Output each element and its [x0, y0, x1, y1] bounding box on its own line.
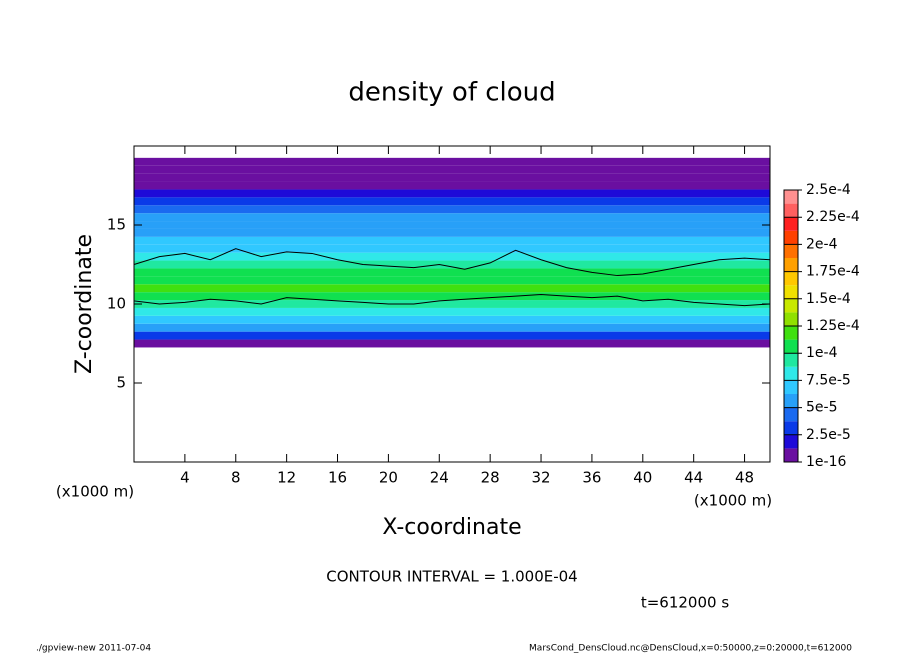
x-tick-label: 20 [379, 469, 398, 487]
colorbar-cell [784, 203, 798, 218]
x-tick-label: 8 [231, 469, 241, 487]
colorbar-cell [784, 366, 798, 381]
colorbar-cell [784, 353, 798, 367]
x-tick-label: 32 [531, 469, 550, 487]
density-cell [134, 244, 770, 253]
x-unit: (x1000 m) [56, 483, 134, 501]
y-tick-label: 5 [116, 374, 126, 392]
colorbar-cell [784, 244, 798, 258]
colorbar-cell [784, 258, 798, 272]
colorbar-label: 2.25e-4 [806, 209, 860, 225]
colorbar-cell [784, 326, 798, 340]
density-cell [134, 252, 770, 261]
colorbar-cell [784, 298, 798, 313]
colorbar-label: 1e-4 [806, 345, 838, 361]
x-tick-label: 24 [430, 469, 449, 487]
x-tick-label: 16 [328, 469, 347, 487]
colorbar-cell [784, 434, 798, 449]
density-cell [134, 323, 770, 332]
colorbar-label: 2e-4 [806, 236, 838, 252]
density-cell [134, 165, 770, 174]
colorbar-cell [784, 394, 798, 408]
colorbar-label: 7.5e-5 [806, 372, 851, 388]
colorbar-cell [784, 407, 798, 422]
colorbar-label: 1.5e-4 [806, 291, 851, 307]
colorbar-cell [784, 448, 798, 462]
density-cell [134, 236, 770, 245]
density-cell [134, 173, 770, 182]
x-tick-label: 12 [277, 469, 296, 487]
density-cell [134, 268, 770, 277]
density-cell [134, 292, 770, 301]
colorbar-cell [784, 339, 798, 354]
chart-title: density of cloud [348, 78, 555, 108]
colorbar-label: 5e-5 [806, 400, 837, 416]
density-cell [134, 181, 770, 190]
density-cell [134, 221, 770, 229]
footer: ./gpview-new 2011-07-04 [36, 644, 151, 654]
contour-line [133, 248, 771, 277]
density-cell [134, 213, 770, 222]
density-cell [134, 315, 770, 324]
density-cell [134, 276, 770, 285]
density-cell [134, 307, 770, 316]
x-tick-label: 4 [180, 469, 190, 487]
colorbar-cell [784, 271, 798, 286]
density-cell [134, 197, 770, 206]
density-cell [134, 284, 770, 293]
colorbar-label: 1.75e-4 [806, 264, 860, 280]
density-cell [134, 189, 770, 198]
colorbar-cell [784, 285, 798, 299]
colorbar-cell [784, 217, 798, 231]
density-cell [134, 157, 770, 166]
colorbar-cell [784, 230, 798, 245]
colorbar-cell [784, 190, 798, 204]
density-cell [134, 205, 770, 214]
y-axis-label: Z-coordinate [72, 234, 97, 374]
colorbar-label: 1.25e-4 [806, 318, 860, 334]
density-cell [134, 228, 770, 237]
colorbar-label: 2.5e-4 [806, 182, 851, 198]
footer: MarsCond_DensCloud.nc@DensCloud,x=0:5000… [529, 644, 852, 654]
colorbar-cell [784, 380, 798, 394]
colorbar-label: 2.5e-5 [806, 427, 851, 443]
time-note: t=612000 s [641, 594, 729, 612]
y-tick-label: 10 [107, 295, 126, 313]
contour-line [133, 294, 771, 307]
density-cell [134, 331, 770, 340]
colorbar-cell [784, 312, 798, 326]
density-cell [134, 260, 770, 269]
x-unit: (x1000 m) [694, 492, 772, 510]
density-cell [134, 339, 770, 348]
contour-note: CONTOUR INTERVAL = 1.000E-04 [326, 568, 577, 586]
x-tick-label: 44 [684, 469, 703, 487]
x-tick-label: 40 [633, 469, 652, 487]
y-tick-label: 15 [107, 216, 126, 234]
x-axis-label: X-coordinate [382, 515, 521, 540]
colorbar-label: 1e-16 [806, 454, 846, 470]
density-cell [134, 300, 770, 308]
x-tick-label: 48 [735, 469, 754, 487]
x-tick-label: 28 [481, 469, 500, 487]
colorbar-cell [784, 421, 798, 435]
x-tick-label: 36 [582, 469, 601, 487]
